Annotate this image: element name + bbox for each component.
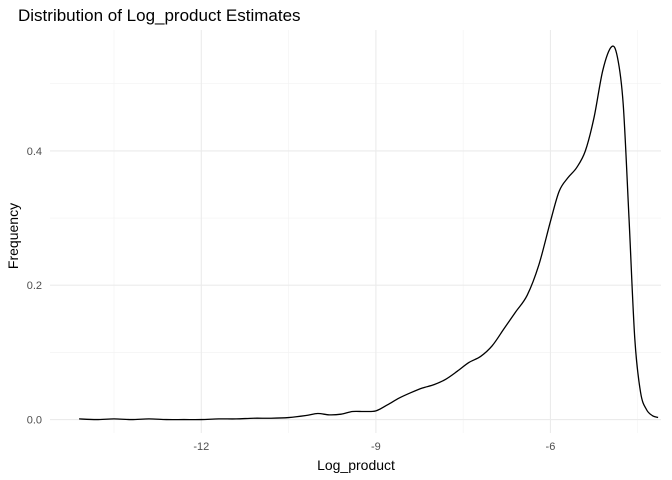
chart-title: Distribution of Log_product Estimates [18,6,301,25]
x-tick-label: -6 [546,441,556,453]
y-tick-label: 0.4 [27,146,42,158]
plot-grid [50,30,661,433]
x-axis-tick-labels: -12 -9 -6 [193,441,555,453]
y-axis-tick-labels: 0.0 0.2 0.4 [27,146,42,427]
x-axis-title: Log_product [317,457,395,473]
x-tick-label: -9 [371,441,381,453]
y-tick-label: 0.0 [27,415,42,427]
y-axis-title: Frequency [5,203,21,269]
x-tick-label: -12 [193,441,209,453]
density-line [79,45,659,421]
y-tick-label: 0.2 [27,280,42,292]
